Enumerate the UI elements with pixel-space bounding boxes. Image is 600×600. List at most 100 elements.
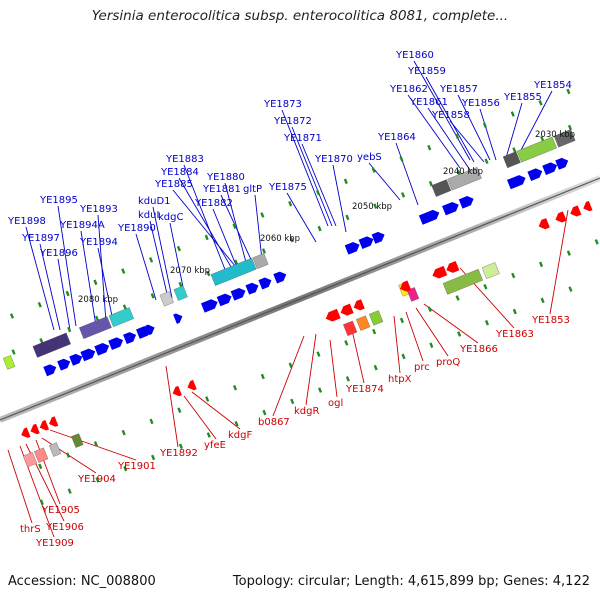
forward-gene-arrow (245, 282, 259, 295)
gene-label: kduD1 (138, 196, 171, 207)
guide-tick (66, 452, 71, 458)
guide-tick (149, 257, 154, 263)
reverse-gene-arrow (21, 427, 31, 438)
gene-leader-line (449, 120, 485, 163)
guide-tick (178, 281, 183, 288)
guide-tick (427, 306, 432, 312)
guide-tick (234, 259, 239, 265)
gene-label: kdgC (158, 212, 183, 223)
guide-tick (373, 203, 378, 209)
guide-tick (594, 239, 599, 245)
guide-tick (67, 326, 72, 333)
gene-leader-line (332, 164, 347, 233)
gene-leader-line (457, 94, 491, 161)
guide-tick (95, 477, 100, 483)
feature-box (447, 167, 482, 191)
feature-box (22, 452, 38, 468)
feature-box (108, 307, 134, 328)
gene-label: YE1898 (7, 216, 46, 227)
gene-leader-line (169, 222, 185, 293)
gene-leader-line (415, 307, 449, 357)
gene-leader-line (80, 230, 97, 327)
guide-tick (262, 409, 267, 416)
forward-gene-arrow (216, 293, 232, 307)
forward-gene-arrow (358, 236, 374, 250)
gene-label: YE1896 (39, 248, 78, 259)
gene-label: YE1853 (531, 315, 570, 326)
feature-box (516, 136, 557, 163)
reverse-gene-arrow (325, 308, 341, 322)
scale-label: 2080 kbp (78, 295, 118, 305)
feature-box (252, 253, 269, 270)
guide-tick (345, 376, 350, 382)
gene-leader-line (57, 205, 77, 327)
forward-gene-arrow (145, 324, 155, 336)
gene-label: htpX (388, 374, 412, 385)
guide-tick (484, 320, 490, 326)
reverse-gene-arrow (49, 416, 59, 427)
gene-label: YE1881 (202, 184, 241, 195)
gene-leader-line (254, 194, 263, 261)
gene-label: YE1861 (409, 97, 448, 108)
guide-tick (316, 351, 321, 357)
guide-tick (510, 111, 515, 117)
gene-label: b0867 (258, 417, 290, 428)
gene-label: YE1859 (407, 66, 446, 77)
guide-tick (457, 331, 462, 337)
feature-box (159, 291, 174, 307)
gene-label: YE1884 (160, 167, 199, 178)
reverse-gene-arrow (340, 303, 354, 316)
guide-tick (94, 315, 100, 322)
gene-label: YE1871 (283, 133, 322, 144)
gene-leader-line (97, 247, 113, 317)
guide-tick (429, 342, 434, 348)
gene-leader-line (165, 365, 179, 448)
feature-box (369, 310, 384, 326)
forward-gene-arrow (258, 277, 272, 290)
guide-tick (39, 499, 44, 506)
gene-label: YE1862 (389, 84, 428, 95)
guide-tick (455, 133, 460, 140)
guide-tick (11, 349, 16, 355)
reverse-gene-arrow (353, 299, 365, 311)
gene-label: YE1855 (503, 92, 542, 103)
gene-leader-line (25, 226, 55, 331)
gene-label: YE1854 (533, 80, 572, 91)
guide-tick (93, 279, 98, 286)
guide-tick (38, 463, 43, 470)
guide-tick (204, 234, 209, 241)
gene-leader-line (272, 335, 305, 417)
forward-gene-arrow (371, 231, 385, 244)
gene-leader-line (172, 189, 241, 273)
gene-leader-line (425, 76, 475, 163)
gene-leader-line (152, 206, 173, 299)
accession-text: Accession: NC_008800 (8, 574, 156, 589)
guide-tick (318, 387, 323, 393)
gene-label: kdgF (228, 430, 252, 441)
feature-box (48, 442, 62, 457)
guide-tick (372, 328, 377, 335)
guide-tick (123, 465, 128, 472)
gene-label: YE1890 (117, 223, 156, 234)
guide-tick (371, 167, 376, 173)
gene-leader-line (427, 107, 471, 171)
gene-leader-line (57, 258, 71, 331)
gene-label: YE1870 (314, 154, 353, 165)
gene-label: YE1892 (159, 448, 198, 459)
gene-label: prc (414, 362, 430, 373)
gene-leader-line (149, 220, 169, 299)
gene-label: YE1874 (345, 384, 384, 395)
guide-tick (37, 301, 42, 308)
forward-gene-arrow (273, 271, 287, 284)
gene-label: YE1882 (194, 198, 233, 209)
scale-label: 2070 kbp (170, 266, 210, 276)
forward-gene-arrow (108, 337, 124, 351)
gene-leader-line (191, 391, 241, 430)
reverse-gene-arrow (39, 420, 50, 431)
guide-tick (315, 189, 321, 196)
scale-label: 2040 kbp (443, 167, 483, 177)
gene-leader-line (407, 94, 461, 169)
guide-tick (67, 488, 72, 494)
reverse-gene-arrow (432, 265, 448, 279)
feature-box (356, 315, 371, 331)
